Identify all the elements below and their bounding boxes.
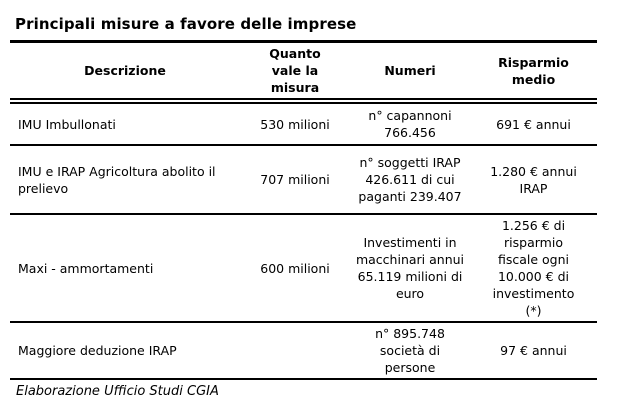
cell-descrizione: IMU e IRAP Agricoltura abolito il prelie… [18,163,216,196]
cell-valore-misura: 707 milioni [260,172,330,187]
cell-risparmio-medio: 1.256 € di risparmio fiscale ogni 10.000… [492,218,575,318]
measures-table: Descrizione Quanto vale la misura Numeri… [10,40,597,380]
table-row-imu-irap-agricoltura: IMU e IRAP Agricoltura abolito il prelie… [10,145,597,214]
column-header-risparmio-medio: Risparmio medio [498,54,569,87]
cell-descrizione: Maxi - ammortamenti [18,260,154,276]
table-header-row: Descrizione Quanto vale la misura Numeri… [10,42,597,101]
cell-risparmio-medio: 691 € annui [496,116,571,132]
column-header-quanto-vale: Quanto vale la misura [269,46,321,95]
cell-numeri: n° capannoni 766.456 [368,108,452,140]
cell-valore-misura [240,322,350,379]
table-row-maggiore-deduzione-irap: Maggiore deduzione IRAP n° 895.748 socie… [10,322,597,379]
cell-numeri: Investimenti in macchinari annui 65.119 … [355,235,465,301]
source-note: Elaborazione Ufficio Studi CGIA [16,384,219,399]
cell-risparmio-medio: 1.280 € annui IRAP [490,163,577,196]
table-row-maxi-ammortamenti: Maxi - ammortamenti 600 milioni Investim… [10,214,597,322]
cell-numeri: n° soggetti IRAP 426.611 di cui paganti … [358,155,462,204]
table-row-imu-imbullonati: IMU Imbullonati 530 milioni n° capannoni… [10,101,597,145]
cell-descrizione: Maggiore deduzione IRAP [18,343,177,358]
column-header-descrizione: Descrizione [84,63,166,78]
cell-numeri: n° 895.748 società di persone [375,326,445,375]
cell-descrizione: IMU Imbullonati [18,116,116,132]
cell-risparmio-medio: 97 € annui [500,343,567,358]
cell-valore-misura: 530 milioni [260,116,330,132]
column-header-numeri: Numeri [384,63,436,78]
cell-valore-misura: 600 milioni [260,260,330,276]
page-title: Principali misure a favore delle imprese [15,15,357,33]
